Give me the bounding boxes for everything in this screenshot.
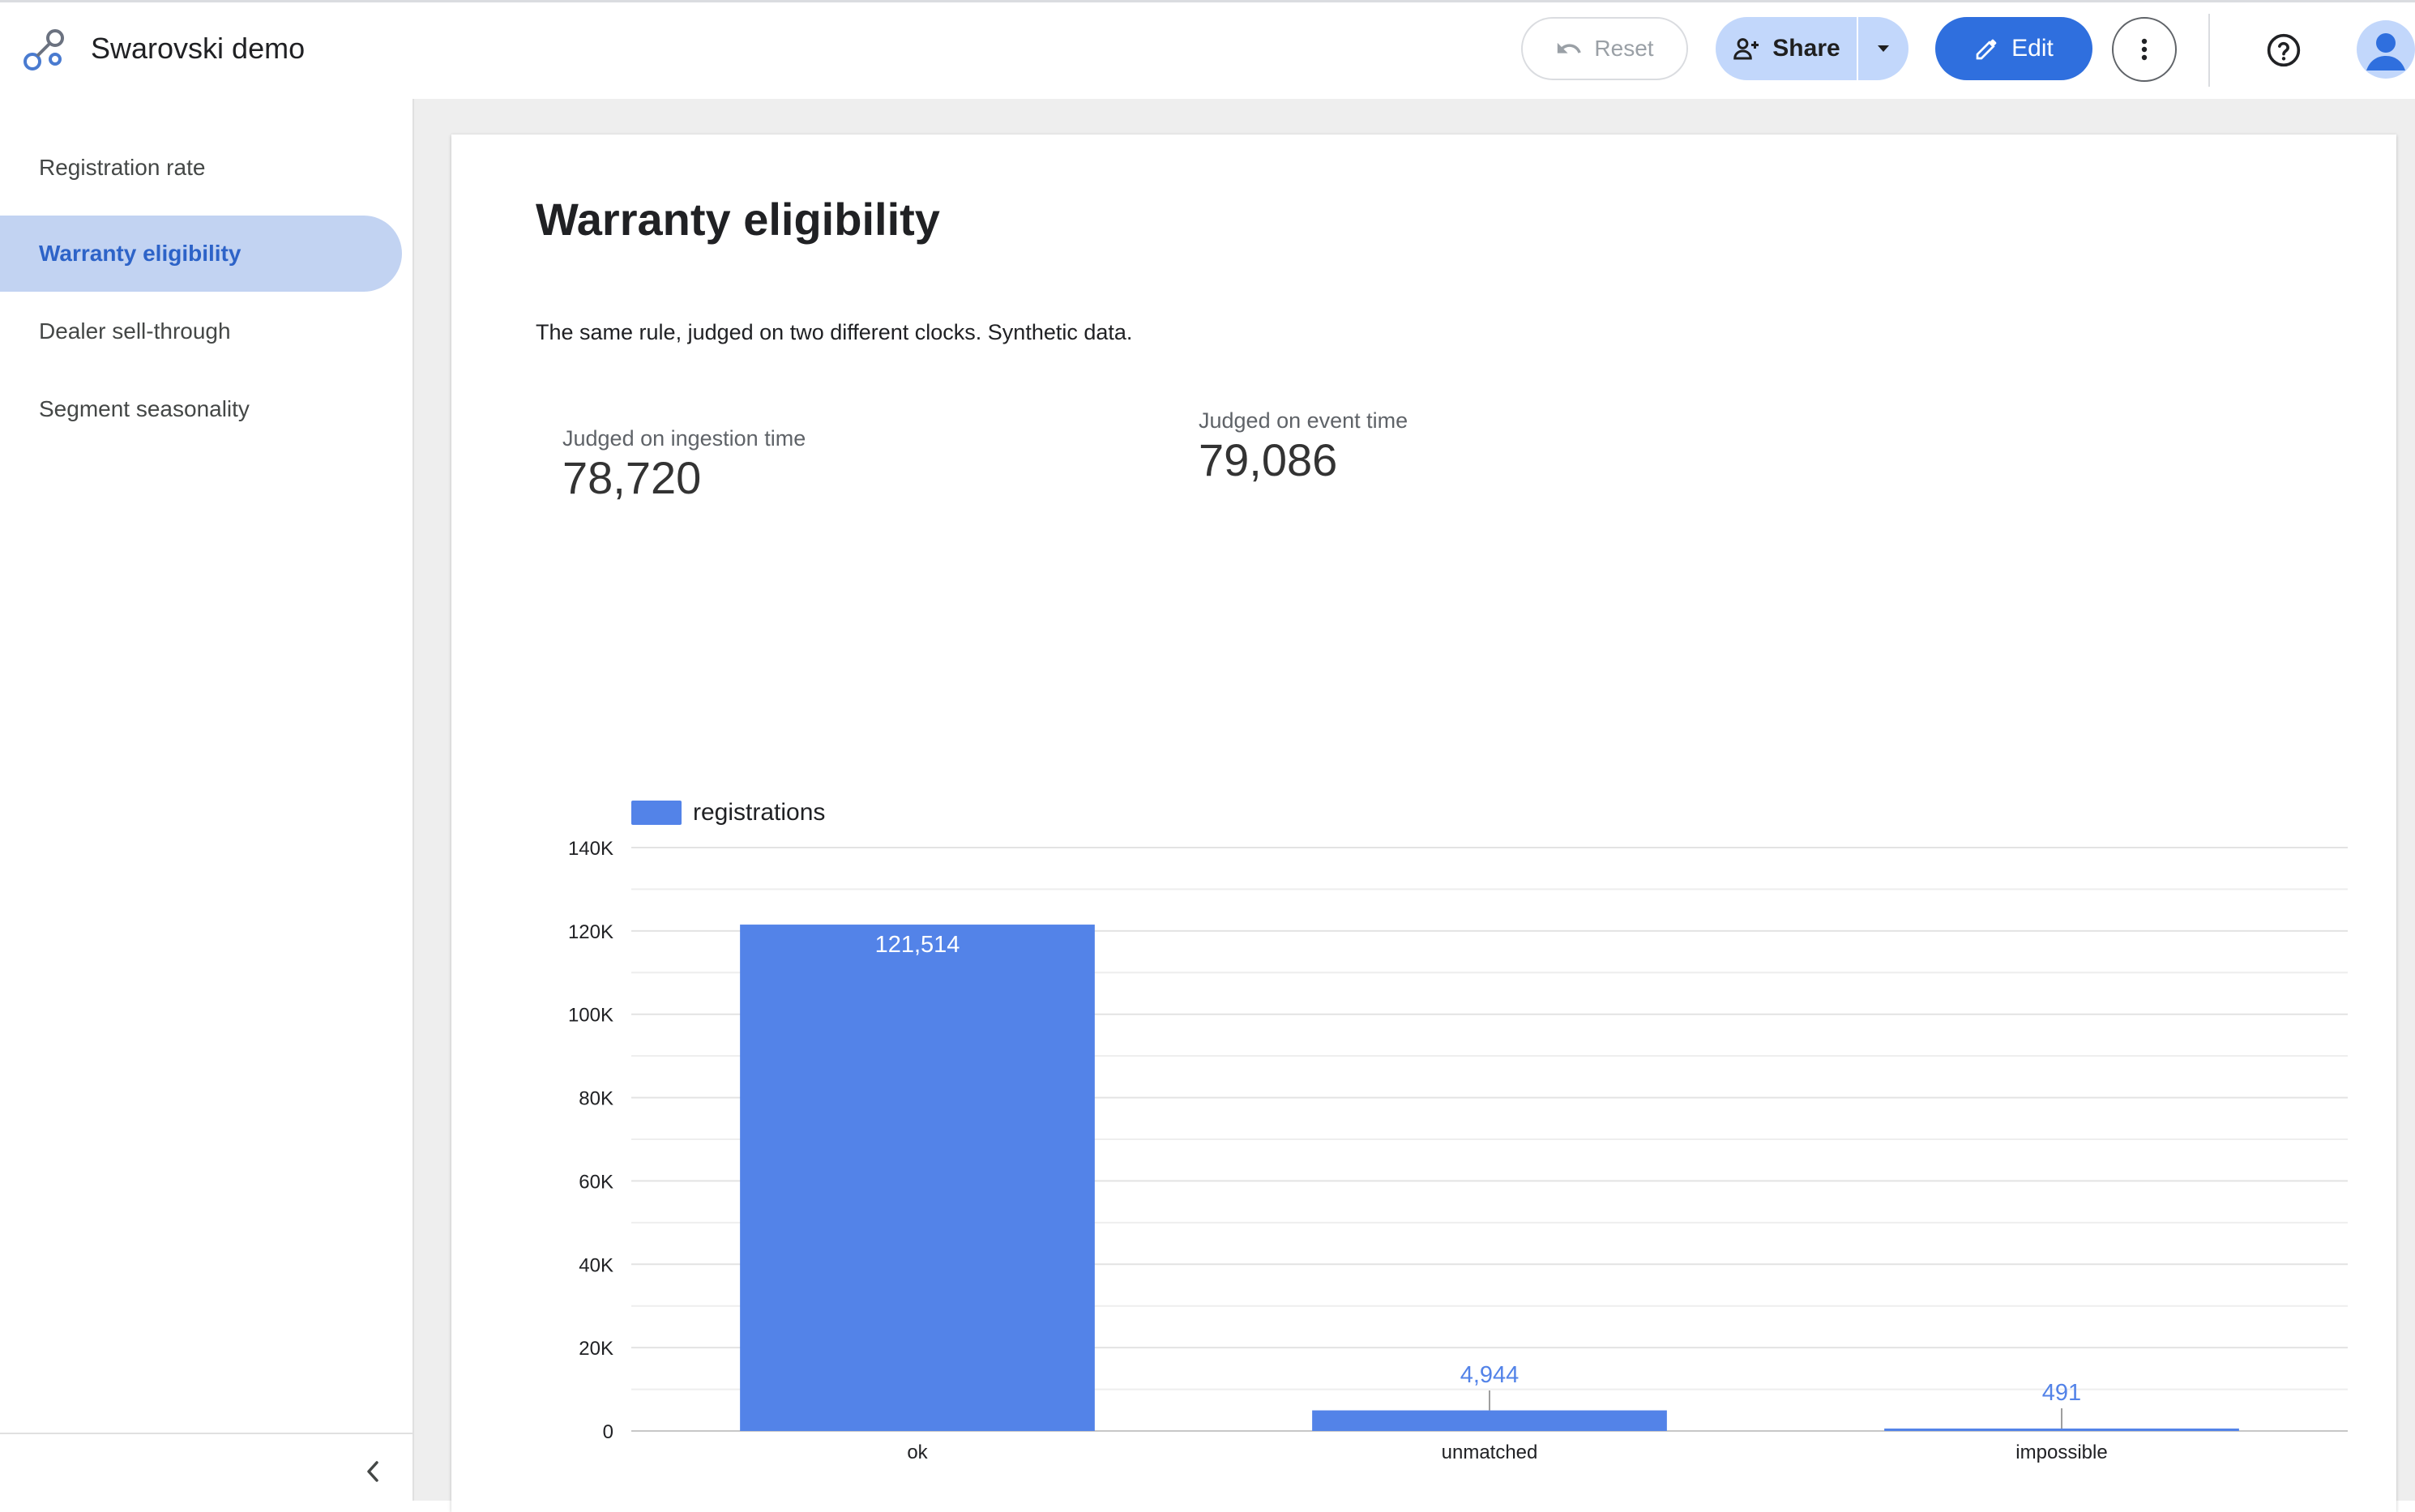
y-tick-label: 0 <box>603 1421 613 1443</box>
sidebar-item-dealer-sell-through[interactable]: Dealer sell-through <box>0 293 402 369</box>
reset-label: Reset <box>1594 36 1654 61</box>
x-category-label: ok <box>907 1442 928 1463</box>
sidebar-item-label: Warranty eligibility <box>39 241 242 266</box>
report-canvas: Warranty eligibility The same rule, judg… <box>414 99 2415 1512</box>
scorecard-ingestion-time[interactable]: Judged on ingestion time 78,720 <box>562 425 806 504</box>
x-category-label: impossible <box>2015 1442 2107 1463</box>
sidebar-item-warranty-eligibility[interactable]: Warranty eligibility <box>0 216 402 292</box>
y-tick-label: 40K <box>579 1254 613 1276</box>
more-options-button[interactable] <box>2112 17 2177 82</box>
chevron-left-icon <box>367 1461 378 1482</box>
sidebar-footer-divider <box>0 1433 412 1434</box>
reset-button[interactable]: Reset <box>1521 17 1688 80</box>
pencil-icon <box>1976 39 1997 60</box>
chart-legend[interactable]: registrations <box>631 799 825 826</box>
x-category-label: unmatched <box>1442 1442 1538 1463</box>
share-label: Share <box>1772 35 1840 62</box>
chart-plot: 0 20K 40K 60K 80K 100K 120K 140K 121,514 ok 4,944 u… <box>568 838 2348 1463</box>
account-avatar[interactable] <box>2357 20 2415 79</box>
more-vert-icon <box>2141 38 2148 61</box>
bar-data-label: 491 <box>2042 1380 2081 1406</box>
page-subtitle: The same rule, judged on two different c… <box>536 320 1133 344</box>
edit-label: Edit <box>2011 35 2054 62</box>
bar-data-label: 4,944 <box>1460 1362 1520 1388</box>
scorecard-event-time[interactable]: Judged on event time 79,086 <box>1199 407 1408 486</box>
share-button[interactable]: Share <box>1716 17 1857 80</box>
scorecard-label: Judged on ingestion time <box>562 426 806 451</box>
y-tick-label: 20K <box>579 1338 613 1360</box>
toolbar-divider <box>2208 14 2210 87</box>
y-tick-label: 120K <box>568 921 613 943</box>
scorecard-value: 78,720 <box>562 452 702 503</box>
account-avatar-icon <box>2357 20 2415 79</box>
sidebar-item-label: Segment seasonality <box>39 396 250 421</box>
undo-icon <box>1558 42 1582 53</box>
add-person-icon <box>1733 38 1759 60</box>
top-bar: Swarovski demo Reset Share Edit <box>0 0 2415 99</box>
share-button-group: Share <box>1716 17 1908 80</box>
caret-down-icon <box>1878 45 1889 52</box>
edit-button[interactable]: Edit <box>1935 17 2092 80</box>
share-dropdown-button[interactable] <box>1858 17 1908 80</box>
scorecard-value: 79,086 <box>1199 434 1338 485</box>
help-button[interactable] <box>2251 20 2316 80</box>
legend-label: registrations <box>693 799 826 826</box>
y-tick-label: 140K <box>568 838 613 860</box>
bar <box>1884 1429 2239 1431</box>
bar <box>1312 1410 1667 1431</box>
page-navigation-sidebar: Registration rate Warranty eligibility D… <box>0 99 414 1501</box>
report-page: Warranty eligibility The same rule, judg… <box>451 135 2396 1512</box>
sidebar-item-label: Dealer sell-through <box>39 318 231 344</box>
scorecard-label: Judged on event time <box>1199 408 1408 433</box>
y-tick-label: 80K <box>579 1088 613 1110</box>
sidebar-item-segment-seasonality[interactable]: Segment seasonality <box>0 371 402 447</box>
page-title: Warranty eligibility <box>536 194 940 245</box>
collapse-sidebar-button[interactable] <box>353 1452 392 1491</box>
report-logo-icon[interactable] <box>21 27 68 74</box>
registrations-bar-chart[interactable]: registrations 0 20K 40K 60K 80K 100K 120K 140K 1… <box>541 799 2364 1512</box>
y-tick-label: 60K <box>579 1171 613 1193</box>
help-icon <box>2267 33 2301 67</box>
app-title: Swarovski demo <box>91 32 306 65</box>
bar <box>740 925 1095 1431</box>
y-tick-label: 100K <box>568 1005 613 1027</box>
bar-data-label: 121,514 <box>875 932 960 958</box>
legend-swatch <box>631 801 682 825</box>
sidebar-item-registration-rate[interactable]: Registration rate <box>0 130 402 206</box>
share-divider <box>1857 17 1858 80</box>
sidebar-item-label: Registration rate <box>39 155 206 180</box>
